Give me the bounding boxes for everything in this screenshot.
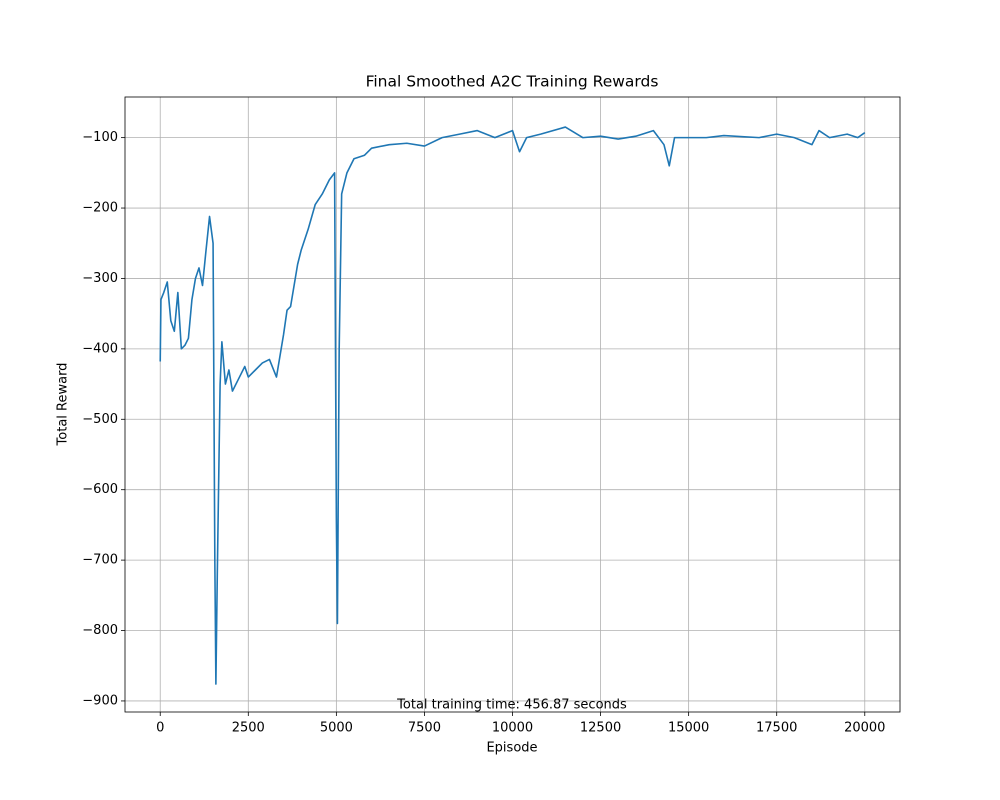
y-tick-label: −800 xyxy=(82,623,118,638)
data-line xyxy=(159,126,866,685)
y-tick-label: −400 xyxy=(82,341,118,356)
annotation: Total training time: 456.87 seconds xyxy=(396,698,627,713)
x-tick-label: 0 xyxy=(156,721,164,736)
x-tick-label: 17500 xyxy=(756,721,797,736)
x-tick-label: 12500 xyxy=(580,721,621,736)
x-tick-label: 15000 xyxy=(668,721,709,736)
plot-frame xyxy=(124,96,901,713)
x-tick-label: 5000 xyxy=(320,721,353,736)
y-tick-label: −600 xyxy=(82,482,118,497)
x-axis-label: Episode xyxy=(486,741,537,756)
x-tick-label: 7500 xyxy=(408,721,441,736)
y-tick-label: −500 xyxy=(82,412,118,427)
y-tick-label: −200 xyxy=(82,201,118,216)
y-tick-label: −900 xyxy=(82,693,118,708)
x-tick-label: 20000 xyxy=(844,721,885,736)
x-tick-label: 2500 xyxy=(232,721,265,736)
y-tick-label: −100 xyxy=(82,130,118,145)
chart-title: Final Smoothed A2C Training Rewards xyxy=(366,73,659,91)
y-axis-label: Total Reward xyxy=(56,363,71,447)
y-tick-label: −300 xyxy=(82,271,118,286)
x-tick-label: 10000 xyxy=(492,721,533,736)
y-tick-label: −700 xyxy=(82,553,118,568)
